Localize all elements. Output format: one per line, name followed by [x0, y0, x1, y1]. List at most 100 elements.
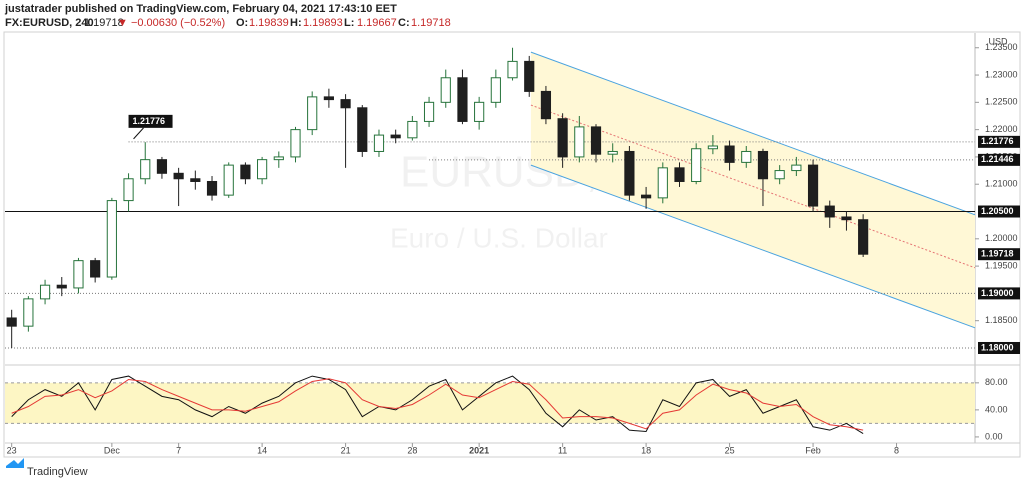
candle-body: [106, 200, 117, 278]
candle-body: [307, 96, 318, 131]
candle-body: [223, 164, 234, 196]
logo-icon: [6, 458, 24, 468]
candle-body: [757, 150, 769, 180]
x-tick-label: 8: [894, 445, 899, 455]
callout-pointer: [133, 127, 144, 140]
candle-body: [6, 317, 17, 327]
y-tick-label: 1.22500: [985, 97, 1018, 107]
candle-body: [73, 260, 84, 289]
candle-body: [257, 159, 268, 180]
symbol: FX:EURUSD, 240: [5, 17, 94, 29]
level-box: [978, 153, 1020, 166]
candle-body: [323, 96, 334, 101]
x-tick-label: 28: [407, 445, 417, 455]
watermark-sub: Euro / U.S. Dollar: [390, 222, 608, 253]
candle-body: [423, 101, 435, 122]
level-label: 1.21446: [981, 154, 1014, 164]
x-tick-label: 7: [176, 445, 181, 455]
stoch-line: [11, 378, 864, 431]
candle-body: [524, 60, 535, 92]
ohlc-value: 1.19667: [357, 17, 397, 29]
x-tick-label: Dec: [104, 445, 121, 455]
candle-body: [173, 172, 184, 180]
candle-body: [707, 145, 718, 150]
candle-body: [607, 150, 618, 155]
ohlc-label: L:: [344, 17, 354, 29]
candle-body: [624, 150, 635, 196]
candle-body: [674, 167, 685, 182]
y-tick-label: 1.19500: [985, 260, 1018, 270]
last: 1.19718: [84, 17, 124, 29]
channel-lower: [530, 164, 976, 329]
ohlc-value: 1.19839: [249, 17, 289, 29]
x-tick-label: 11: [558, 445, 567, 455]
channel-fill: [530, 52, 975, 328]
candle-body: [357, 107, 368, 152]
candle-body: [807, 164, 819, 207]
stoch-tick-label: 40.00: [985, 404, 1008, 414]
candle-body: [340, 99, 351, 109]
candle-body: [440, 77, 451, 103]
candle-body: [190, 178, 201, 182]
candle-body: [39, 284, 51, 300]
price-box: [978, 248, 1020, 261]
candle-body: [858, 219, 869, 255]
x-tick-label: 25: [725, 445, 735, 455]
candle-body: [290, 129, 301, 158]
stoch-tick-label: 0.00: [985, 431, 1003, 441]
candle-body: [390, 134, 401, 139]
x-tick-label: 18: [641, 445, 651, 455]
candle-body: [90, 260, 101, 278]
channel-mid: [530, 104, 976, 269]
candle-body: [156, 159, 168, 174]
y-tick-label: 1.23500: [985, 42, 1018, 52]
stoch-line: [11, 375, 864, 434]
candle-body: [474, 101, 485, 122]
y-tick-label: 1.22000: [985, 124, 1018, 134]
level-label: 1.21776: [981, 136, 1014, 146]
byline: justatrader published on TradingView.com…: [4, 3, 397, 15]
callout-box: [128, 114, 173, 128]
candle-body: [273, 156, 284, 161]
y-tick-label: 1.18500: [985, 315, 1018, 325]
y-tick-label: 1.21000: [985, 179, 1018, 189]
candle-body: [140, 159, 151, 180]
level-label: 1.18000: [981, 342, 1014, 352]
candle-body: [824, 205, 835, 218]
candle-body: [56, 284, 67, 289]
level-label: 1.19000: [981, 288, 1014, 298]
candle-body: [206, 180, 218, 196]
channel-upper: [530, 51, 976, 216]
candle-body: [540, 90, 552, 120]
level-box: [978, 135, 1020, 148]
candle-body: [23, 298, 34, 327]
stoch-tick-label: 80.00: [985, 377, 1008, 387]
change: ▼ −0.00630 (−0.52%): [117, 17, 225, 29]
level-box: [978, 287, 1020, 300]
level-label: 1.20500: [981, 206, 1014, 216]
candle-body: [557, 118, 568, 158]
candle-body: [841, 216, 852, 221]
logo: TradingView: [27, 466, 88, 478]
candle-body: [657, 167, 668, 199]
candle-body: [724, 145, 735, 163]
candle-body: [373, 134, 385, 152]
price-label: 1.19718: [981, 249, 1014, 259]
candle-body: [691, 148, 702, 182]
x-tick-label: 14: [257, 445, 267, 455]
candle-body: [590, 126, 602, 155]
y-tick-label: 1.20000: [985, 233, 1018, 243]
ohlc-label: O:: [236, 17, 248, 29]
candle-body: [123, 178, 134, 202]
x-tick-label: Feb: [805, 445, 821, 455]
ohlc-label: H:: [290, 17, 302, 29]
frame: [3, 31, 1021, 458]
candle-body: [791, 164, 802, 172]
candle-body: [490, 77, 501, 103]
candle-body: [574, 126, 585, 158]
x-tick-label: 2021: [469, 445, 489, 455]
candle-body: [407, 120, 418, 139]
candle-body: [641, 194, 652, 199]
